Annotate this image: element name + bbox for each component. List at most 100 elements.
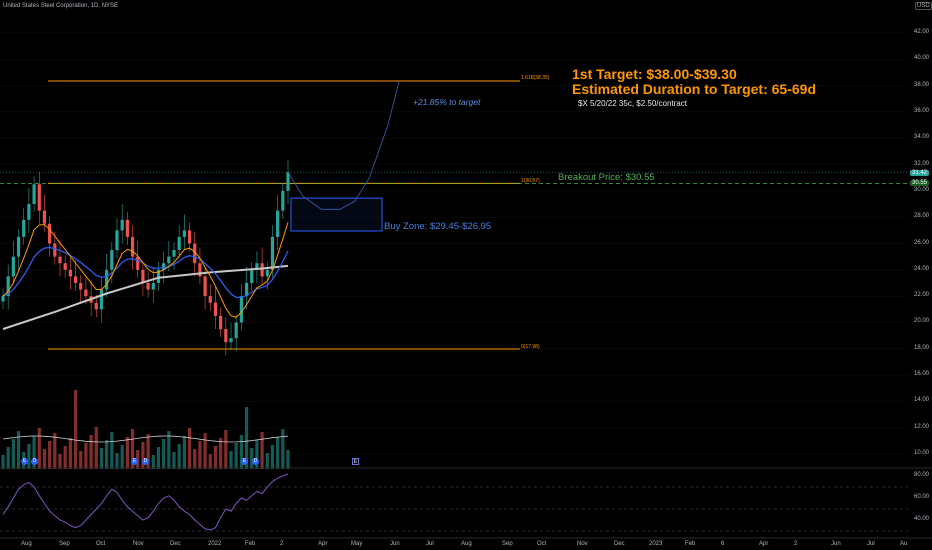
rsi-axis-tick: 60.00 — [914, 494, 930, 500]
candle-body — [1, 296, 5, 302]
volume-bar — [177, 444, 181, 469]
candle-body — [270, 236, 275, 270]
candle-body — [110, 250, 114, 270]
time-axis-tick: Dec — [614, 541, 625, 547]
ma-long-line — [2, 264, 289, 330]
dividend-event-icon[interactable]: D — [252, 458, 259, 465]
ma-orange-line — [2, 222, 289, 318]
candle-body — [286, 172, 290, 191]
volume-bar — [58, 454, 62, 469]
candle-body — [16, 236, 21, 257]
buy-zone-label: Buy Zone: $29.45-$26.95 — [384, 221, 492, 232]
fib-label-top: 1.618(38.35) — [521, 75, 550, 81]
candle-body — [193, 243, 197, 264]
volume-bar — [244, 407, 249, 469]
breakout-price-box: 30.55 — [910, 180, 930, 186]
candle-body — [187, 230, 192, 244]
candle-body — [84, 289, 88, 297]
duration-text: Estimated Duration to Target: 65-69d — [572, 81, 817, 97]
volume-bar — [146, 434, 150, 469]
price-axis-tick: 16.00 — [914, 371, 930, 378]
time-axis-tick: Feb — [245, 541, 256, 547]
volume-bar — [286, 450, 290, 469]
volume-bar — [94, 427, 98, 469]
volume-bar — [270, 445, 275, 469]
volume-bar — [203, 433, 207, 469]
volume-bar — [167, 431, 171, 469]
volume-bar — [208, 454, 212, 469]
projection-curve — [287, 81, 400, 210]
volume-bar — [172, 452, 176, 469]
volume-bar — [229, 451, 233, 469]
volume-bar — [234, 443, 238, 469]
dividend-event-icon[interactable]: D — [31, 458, 38, 465]
volume-bar — [260, 432, 264, 469]
candle-body — [42, 210, 47, 224]
fib-label-bottom: 0(17.98) — [521, 344, 540, 350]
candle-body — [130, 236, 135, 257]
time-axis-tick: 2022 — [208, 541, 222, 547]
currency-badge[interactable]: USD — [915, 2, 932, 10]
candle-body — [125, 219, 129, 237]
candle-body — [250, 269, 254, 283]
first-target-text: 1st Target: $38.00-$39.30 — [572, 66, 737, 82]
candle-body — [265, 269, 269, 277]
volume-bar — [276, 437, 280, 469]
volume-bar — [32, 436, 36, 469]
price-axis-tick: 32.00 — [914, 160, 930, 167]
candle-body — [115, 230, 119, 251]
candle-body — [162, 263, 166, 270]
time-axis-tick: Jul — [867, 541, 875, 547]
price-axis-tick: 34.00 — [914, 134, 930, 141]
candle-body — [6, 276, 10, 297]
price-axis-tick: 18.00 — [914, 344, 930, 351]
future-event-icon[interactable]: E — [352, 458, 359, 465]
volume-bar — [255, 440, 259, 469]
option-note-text: $X 5/20/22 35c, $2.50/contract — [578, 99, 687, 108]
volume-bar — [42, 449, 47, 469]
volume-bar — [48, 441, 52, 469]
earnings-event-icon[interactable]: E — [241, 458, 248, 465]
candle-body — [167, 256, 171, 264]
volume-bar — [53, 433, 57, 469]
time-axis-tick: 2 — [794, 541, 798, 547]
candle-body — [79, 282, 83, 290]
candle-body — [156, 269, 161, 283]
volume-bar — [11, 439, 15, 469]
earnings-event-icon[interactable]: E — [131, 458, 138, 465]
price-axis-tick: 42.00 — [914, 29, 930, 35]
earnings-event-icon[interactable]: E — [21, 458, 28, 465]
candle-body — [224, 329, 228, 343]
time-axis-tick: 6 — [721, 541, 725, 547]
candle-body — [22, 219, 26, 237]
dividend-event-icon[interactable]: D — [142, 458, 149, 465]
volume-bar — [224, 430, 228, 469]
volume-bar — [239, 435, 243, 469]
volume-bar — [84, 443, 88, 469]
candle-body — [27, 204, 31, 220]
volume-bar — [182, 436, 186, 469]
candle-body — [11, 256, 15, 277]
price-axis-tick: 36.00 — [914, 107, 930, 114]
candle-body — [136, 256, 140, 270]
time-axis-tick: Nov — [577, 541, 588, 547]
candle-body — [68, 269, 72, 277]
candle-body — [219, 315, 223, 330]
time-axis-tick: May — [351, 541, 363, 547]
candle-body — [229, 338, 233, 343]
time-axis-tick: Jul — [426, 541, 434, 547]
candle-body — [73, 276, 78, 283]
ma-blue-line — [2, 246, 289, 299]
candle-body — [94, 302, 98, 310]
time-axis-tick: Jun — [390, 541, 400, 547]
volume-bar — [68, 438, 72, 469]
volume-bar — [281, 429, 285, 469]
candle-body — [198, 263, 202, 277]
price-axis-tick: 14.00 — [914, 397, 930, 404]
candle-body — [203, 276, 207, 297]
candle-body — [32, 184, 36, 205]
candle-body — [151, 282, 155, 290]
volume-bar — [115, 453, 119, 469]
time-axis-tick: Dec — [170, 541, 181, 547]
